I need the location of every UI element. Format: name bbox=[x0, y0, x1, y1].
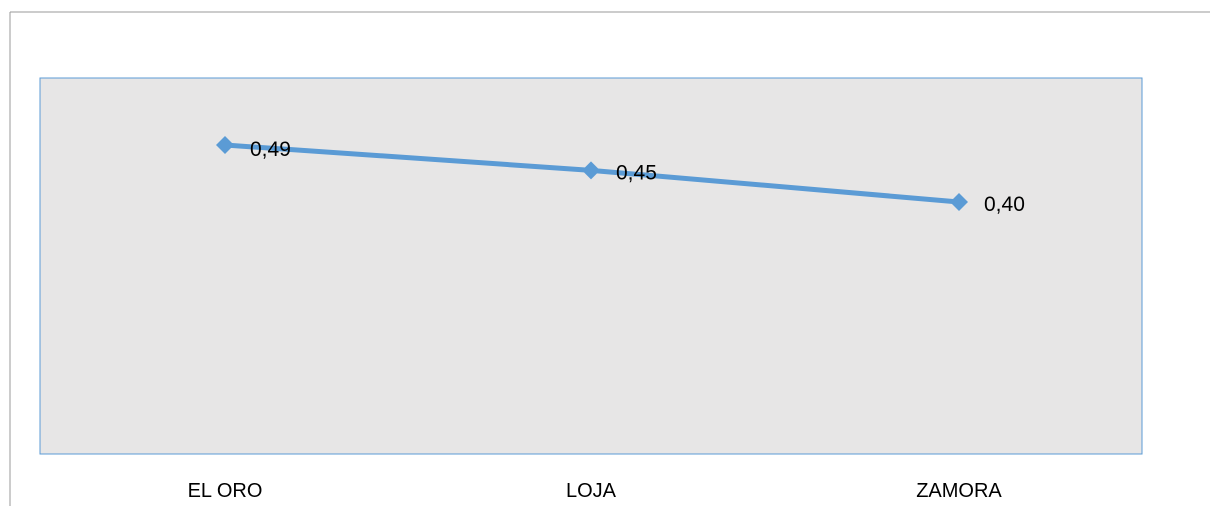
data-point-marker bbox=[950, 193, 968, 211]
data-point-marker bbox=[216, 136, 234, 154]
data-label: 0,40 bbox=[984, 193, 1025, 216]
category-label: EL ORO bbox=[188, 480, 263, 502]
category-label: ZAMORA bbox=[916, 480, 1002, 502]
data-label: 0,49 bbox=[250, 138, 291, 161]
category-axis: EL ORO LOJA ZAMORA bbox=[188, 480, 1003, 502]
data-label-layer: 0,49 0,45 0,40 bbox=[250, 138, 1025, 216]
plot-area bbox=[39, 77, 1143, 455]
data-label: 0,45 bbox=[616, 161, 657, 184]
series-layer bbox=[216, 136, 968, 211]
data-point-marker bbox=[582, 161, 600, 180]
category-label: LOJA bbox=[566, 480, 617, 502]
